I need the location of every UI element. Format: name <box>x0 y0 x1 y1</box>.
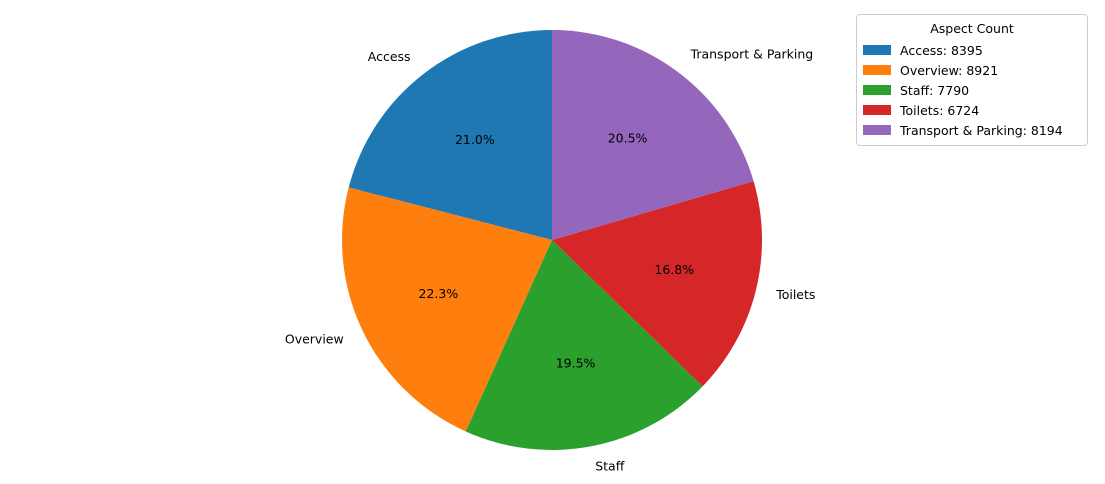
legend-item-overview: Overview: 8921 <box>863 61 998 79</box>
pie-slice-transport-parking <box>552 29 754 240</box>
percent-label-staff: 19.5% <box>556 355 596 370</box>
legend-swatch-transport-parking <box>863 125 891 135</box>
legend-title: Aspect Count <box>930 21 1014 36</box>
legend-swatch-overview <box>863 65 891 75</box>
percent-label-transport-parking: 20.5% <box>608 131 648 146</box>
slice-label-staff: Staff <box>595 458 624 473</box>
legend-swatch-staff <box>863 85 891 95</box>
legend: Aspect Count Access: 8395 Overview: 8921… <box>856 14 1088 146</box>
slice-label-access: Access <box>368 49 411 64</box>
legend-label-transport-parking: Transport & Parking: 8194 <box>900 122 1063 138</box>
legend-swatch-access <box>863 45 891 55</box>
pie-slice-toilets <box>552 181 762 387</box>
legend-item-toilets: Toilets: 6724 <box>863 101 979 119</box>
legend-label-toilets: Toilets: 6724 <box>900 102 980 118</box>
pie-slice-staff <box>465 240 703 450</box>
pie-slice-access <box>348 30 552 240</box>
legend-item-staff: Staff: 7790 <box>863 81 969 99</box>
legend-label-staff: Staff: 7790 <box>900 82 970 98</box>
slice-label-toilets: Toilets <box>775 287 815 302</box>
pie-slice-overview <box>342 187 552 432</box>
legend-swatch-toilets <box>863 105 891 115</box>
percent-labels: 21.0% 22.3% 19.5% 16.8% 20.5% <box>419 131 695 371</box>
legend-label-overview: Overview: 8921 <box>900 62 999 78</box>
percent-label-access: 21.0% <box>455 132 495 147</box>
legend-item-transport-parking: Transport & Parking: 8194 <box>863 121 1063 139</box>
slice-label-overview: Overview <box>285 331 344 346</box>
slice-label-transport-parking: Transport & Parking <box>690 47 814 62</box>
legend-label-access: Access: 8395 <box>900 42 983 58</box>
percent-label-toilets: 16.8% <box>654 262 694 277</box>
slice-labels: Access Overview Staff Toilets Transport & Pa… <box>285 47 816 474</box>
legend-item-access: Access: 8395 <box>863 41 983 59</box>
percent-label-overview: 22.3% <box>419 286 459 301</box>
pie-slices <box>342 29 762 450</box>
